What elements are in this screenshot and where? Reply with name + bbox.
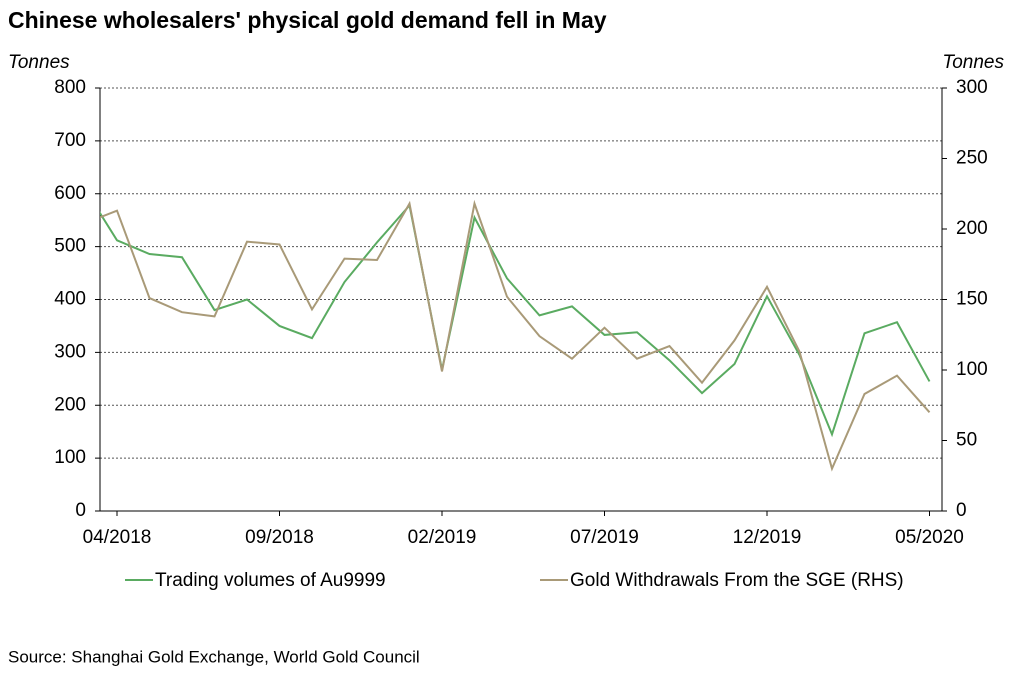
y-tick-label: 700 xyxy=(54,130,86,151)
y-tick-label: 500 xyxy=(54,236,86,257)
y2-tick-label: 250 xyxy=(956,148,988,169)
legend-label: Gold Withdrawals From the SGE (RHS) xyxy=(570,570,904,591)
source: Source: Shanghai Gold Exchange, World Go… xyxy=(8,647,420,666)
x-tick-label: 12/2019 xyxy=(733,527,802,548)
y-tick-label: 600 xyxy=(54,183,86,204)
y-axis-label: Tonnes xyxy=(8,52,70,73)
series-line xyxy=(100,199,931,472)
y2-tick-label: 50 xyxy=(956,430,977,451)
x-tick-label: 05/2020 xyxy=(895,527,964,548)
x-tick-label: 02/2019 xyxy=(408,527,477,548)
y2-axis-label: Tonnes xyxy=(942,52,1004,73)
y-tick-label: 400 xyxy=(54,289,86,310)
legend-label: Trading volumes of Au9999 xyxy=(155,570,386,591)
y-tick-label: 100 xyxy=(54,447,86,468)
chart-title: Chinese wholesalers' physical gold deman… xyxy=(8,7,607,33)
y-tick-label: 300 xyxy=(54,341,86,362)
series-line xyxy=(100,203,931,438)
x-tick-label: 07/2019 xyxy=(570,527,639,548)
x-tick-label: 09/2018 xyxy=(245,527,314,548)
y2-tick-label: 100 xyxy=(956,359,988,380)
plot-area xyxy=(100,199,931,472)
y-tick-label: 0 xyxy=(75,500,86,521)
y2-tick-label: 150 xyxy=(956,289,988,310)
y-tick-label: 200 xyxy=(54,394,86,415)
y2-tick-label: 300 xyxy=(956,77,988,98)
x-tick-label: 04/2018 xyxy=(83,527,152,548)
y2-tick-label: 200 xyxy=(956,218,988,239)
y2-tick-label: 0 xyxy=(956,500,967,521)
y-tick-label: 800 xyxy=(54,77,86,98)
